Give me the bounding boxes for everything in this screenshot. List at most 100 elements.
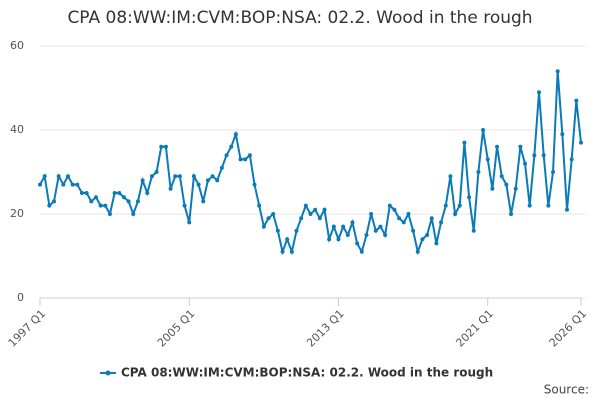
data-point: [420, 237, 425, 242]
data-point: [327, 237, 332, 242]
data-point: [331, 224, 336, 229]
data-point: [359, 249, 364, 254]
data-point: [93, 195, 98, 200]
data-point: [383, 233, 388, 237]
data-point: [177, 174, 182, 179]
data-point: [387, 203, 392, 208]
data-point: [285, 237, 290, 242]
data-point: [47, 203, 52, 208]
legend-label: CPA 08:WW:IM:CVM:BOP:NSA: 02.2. Wood in …: [121, 366, 493, 380]
x-tick-label: 2005 Q1: [155, 307, 198, 350]
data-point: [191, 174, 196, 179]
data-point: [70, 182, 75, 187]
data-point: [182, 203, 187, 208]
data-point: [401, 220, 406, 225]
data-point: [313, 207, 318, 212]
data-point: [229, 144, 234, 149]
data-point: [392, 207, 397, 212]
data-point: [275, 228, 280, 233]
data-point: [579, 140, 583, 145]
data-point: [453, 212, 458, 216]
data-point: [42, 174, 47, 179]
x-tick-label: 2013 Q1: [304, 307, 347, 350]
data-point: [51, 199, 56, 204]
data-point: [490, 186, 495, 191]
data-point: [485, 157, 490, 162]
data-point: [369, 212, 374, 216]
data-point: [289, 249, 294, 254]
data-point: [261, 224, 266, 229]
data-point: [243, 157, 248, 162]
data-point: [429, 216, 434, 221]
data-point: [75, 182, 80, 187]
data-point: [38, 182, 42, 187]
data-point: [364, 233, 369, 237]
data-point: [252, 182, 257, 187]
data-point: [131, 212, 136, 216]
data-point: [107, 212, 112, 216]
data-point: [345, 233, 350, 237]
data-point: [308, 212, 313, 216]
data-point: [65, 174, 70, 179]
data-point: [159, 144, 164, 149]
data-point: [467, 195, 472, 200]
data-point: [341, 224, 346, 229]
data-point: [154, 170, 159, 174]
data-point: [168, 186, 173, 191]
data-point: [378, 224, 383, 229]
x-tick-label: 1997 Q1: [6, 307, 49, 350]
data-point: [406, 212, 411, 216]
data-point: [532, 153, 537, 158]
chart-title: CPA 08:WW:IM:CVM:BOP:NSA: 02.2. Wood in …: [67, 8, 532, 28]
data-point: [509, 212, 514, 216]
data-point: [513, 186, 518, 191]
data-point: [397, 216, 402, 221]
data-point: [201, 199, 206, 204]
data-point: [551, 170, 556, 174]
data-point: [163, 144, 168, 149]
data-point: [411, 228, 416, 233]
data-point: [196, 182, 201, 187]
data-point: [569, 157, 574, 162]
data-point: [471, 228, 476, 233]
data-point: [257, 203, 262, 208]
x-tick-label: 2021 Q1: [453, 307, 496, 350]
data-point: [140, 178, 145, 183]
data-point: [103, 203, 108, 208]
y-tick-label: 20: [10, 207, 24, 220]
data-point: [84, 191, 89, 195]
data-point: [355, 241, 360, 246]
data-point: [499, 174, 504, 179]
data-point: [504, 182, 509, 187]
data-point: [303, 203, 308, 208]
series-line: [39, 71, 582, 256]
data-point: [518, 144, 523, 149]
data-point: [98, 203, 103, 208]
y-tick-label: 0: [17, 291, 24, 304]
data-point: [126, 199, 131, 204]
data-point: [187, 220, 192, 225]
data-point: [527, 203, 532, 208]
data-point: [373, 228, 378, 233]
data-point: [145, 191, 150, 195]
data-point: [462, 140, 467, 145]
data-point: [56, 174, 61, 179]
data-point: [546, 203, 551, 208]
data-point: [247, 153, 252, 158]
data-point: [112, 191, 117, 195]
data-point: [219, 165, 224, 170]
data-point: [210, 174, 215, 179]
data-point: [271, 212, 276, 216]
data-point: [224, 153, 229, 158]
data-point: [79, 191, 84, 195]
y-tick-label: 40: [10, 123, 24, 136]
data-point: [425, 233, 430, 237]
data-point: [299, 216, 304, 221]
source: Source:: [544, 383, 589, 397]
data-point: [205, 178, 210, 183]
data-point: [266, 216, 271, 221]
data-point: [121, 195, 126, 200]
data-point: [560, 132, 565, 137]
data-point: [439, 220, 444, 225]
